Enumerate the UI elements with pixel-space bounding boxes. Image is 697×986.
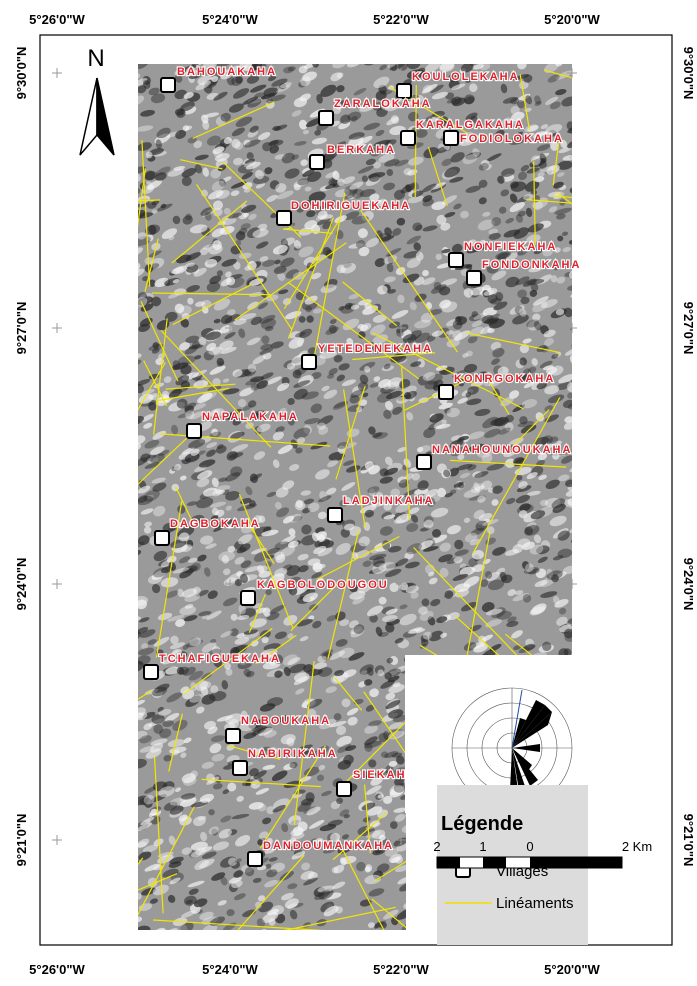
latitude-label: 9°21'0"N — [14, 814, 29, 867]
village-marker — [417, 455, 431, 469]
village-label: NABIRIKAHA — [248, 748, 338, 760]
village-label: KARALGAKAHA — [416, 119, 525, 131]
scale-label: 0 — [526, 839, 533, 854]
village-marker — [401, 131, 415, 145]
village-label: FONDONKAHA — [482, 259, 581, 271]
map: BAHOUAKAHA KOULOLEKAHA ZARALOKAHA KARALGAKA… — [0, 0, 697, 986]
north-label: N — [87, 45, 104, 72]
village-marker — [467, 271, 481, 285]
village-marker — [233, 761, 247, 775]
longitude-label: 5°26'0"W — [29, 12, 85, 27]
village-marker — [337, 782, 351, 796]
village-marker — [187, 424, 201, 438]
longitude-label: 5°24'0"W — [202, 962, 258, 977]
village-label: NABOUKAHA — [241, 715, 331, 727]
village-label: NAPALAKAHA — [202, 411, 299, 423]
latitude-label: 9°27'0"N — [14, 302, 29, 355]
village-label: ZARALOKAHA — [334, 98, 432, 110]
village-marker — [144, 665, 158, 679]
village-label: KOULOLEKAHA — [412, 71, 520, 83]
village-marker — [226, 729, 240, 743]
village-label: YETEDENEKAHA — [318, 343, 433, 355]
village-label: BERKAHA — [327, 144, 396, 156]
village-marker — [439, 385, 453, 399]
scale-label: 2 — [433, 839, 440, 854]
village-label: FODIOLOKAHA — [460, 133, 564, 145]
village-label: DAGBOKAHA — [170, 518, 261, 530]
longitude-label: 5°20'0"W — [544, 12, 600, 27]
village-marker — [248, 852, 262, 866]
village-marker — [328, 508, 342, 522]
village-marker — [241, 591, 255, 605]
village-marker — [161, 78, 175, 92]
village-marker — [397, 84, 411, 98]
village-label: NONFIEKAHA — [464, 241, 557, 253]
village-label: KONRGOKAHA — [454, 373, 555, 385]
latitude-label: 9°24'0"N — [14, 558, 29, 611]
village-label: LADJINKAHA — [343, 495, 435, 507]
village-marker — [277, 211, 291, 225]
latitude-label: 9°30'0"N — [681, 47, 696, 100]
scale-label: 2 Km — [622, 839, 652, 854]
longitude-label: 5°20'0"W — [544, 962, 600, 977]
scale-label: 1 — [479, 839, 486, 854]
longitude-label: 5°22'0"W — [373, 962, 429, 977]
village-marker — [444, 131, 458, 145]
legend-title: Légende — [441, 813, 523, 835]
village-label: DANDOUMANKAHA — [263, 840, 394, 852]
village-marker — [310, 155, 324, 169]
legend-item: Linéaments — [496, 895, 574, 912]
village-label: BAHOUAKAHA — [177, 66, 277, 78]
latitude-label: 9°30'0"N — [14, 47, 29, 100]
latitude-label: 9°27'0"N — [681, 302, 696, 355]
longitude-label: 5°24'0"W — [202, 12, 258, 27]
village-label: NANAHOUNOUKAHA — [432, 444, 572, 456]
village-marker — [155, 531, 169, 545]
village-label: TCHAFIGUEKAHA — [159, 653, 281, 665]
village-marker — [319, 111, 333, 125]
village-label: KAGBOLODOUGOU — [257, 579, 389, 591]
latitude-label: 9°21'0"N — [681, 814, 696, 867]
longitude-label: 5°26'0"W — [29, 962, 85, 977]
village-marker — [449, 253, 463, 267]
latitude-label: 9°24'0"N — [681, 558, 696, 611]
longitude-label: 5°22'0"W — [373, 12, 429, 27]
village-label: DOHIRIGUEKAHA — [291, 200, 411, 212]
village-marker — [302, 355, 316, 369]
